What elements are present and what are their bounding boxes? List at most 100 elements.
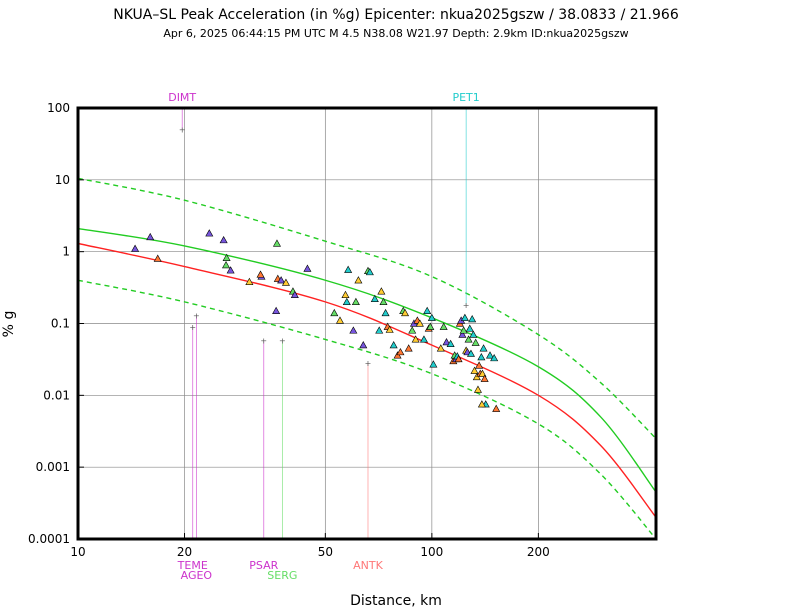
data-point bbox=[479, 344, 488, 352]
data-point bbox=[485, 351, 495, 359]
data-point bbox=[281, 278, 290, 286]
station-marker: + bbox=[365, 359, 372, 368]
data-point bbox=[429, 360, 438, 368]
data-points bbox=[131, 229, 501, 412]
data-point bbox=[205, 229, 214, 237]
data-point bbox=[375, 326, 384, 334]
data-point bbox=[446, 339, 455, 348]
data-point bbox=[379, 297, 388, 305]
data-point bbox=[442, 338, 451, 346]
chart-subtitle: Apr 6, 2025 06:44:15 PM UTC M 4.5 N38.08… bbox=[163, 27, 628, 40]
station-marker: + bbox=[279, 336, 286, 345]
data-point bbox=[344, 265, 353, 273]
data-point bbox=[469, 330, 478, 338]
data-point bbox=[389, 341, 398, 349]
data-point bbox=[478, 369, 487, 377]
data-point bbox=[354, 276, 363, 284]
curve-regression bbox=[78, 242, 656, 518]
data-point bbox=[470, 366, 479, 374]
station-label: SERG bbox=[267, 569, 297, 582]
curve-median-minus bbox=[78, 279, 656, 539]
data-point bbox=[454, 354, 463, 363]
y-tick-label: 1 bbox=[62, 245, 70, 259]
station-marker: + bbox=[179, 126, 186, 135]
station-label: PET1 bbox=[452, 91, 479, 104]
data-point bbox=[359, 341, 368, 349]
x-tick-label: 100 bbox=[420, 545, 443, 559]
data-point bbox=[272, 239, 281, 247]
data-point bbox=[404, 344, 413, 352]
x-tick-label: 20 bbox=[177, 545, 192, 559]
station-label: DIMT bbox=[168, 91, 196, 104]
data-point bbox=[473, 385, 482, 393]
data-point bbox=[381, 308, 390, 317]
data-point bbox=[385, 325, 394, 333]
data-point bbox=[460, 313, 469, 321]
x-tick-label: 200 bbox=[527, 545, 550, 559]
data-point bbox=[464, 335, 473, 343]
data-point bbox=[436, 344, 445, 352]
data-point bbox=[146, 232, 155, 241]
data-point bbox=[219, 235, 228, 244]
data-point bbox=[466, 349, 475, 357]
data-point bbox=[415, 319, 424, 327]
data-point bbox=[365, 267, 374, 276]
station-marker: + bbox=[189, 323, 196, 332]
data-point bbox=[480, 374, 489, 382]
data-point bbox=[303, 264, 312, 272]
y-axis-label: % g bbox=[1, 311, 17, 338]
y-tick-label: 10 bbox=[55, 173, 70, 187]
station-marker: + bbox=[193, 311, 200, 320]
data-point bbox=[411, 335, 420, 343]
data-point bbox=[272, 306, 281, 314]
axis-ticks: 10 20 50 100 200 100 10 1 0.1 0.01 0.001 0.0001 bbox=[28, 101, 550, 559]
data-point bbox=[256, 270, 265, 278]
data-point bbox=[335, 316, 344, 324]
chart-title: NKUA–SL Peak Acceleration (in %g) Epicen… bbox=[113, 7, 679, 23]
data-point bbox=[277, 276, 286, 284]
data-point bbox=[401, 308, 410, 317]
x-tick-label: 10 bbox=[70, 545, 85, 559]
data-point bbox=[465, 324, 474, 332]
data-point bbox=[153, 254, 162, 262]
y-tick-label: 0.001 bbox=[36, 460, 70, 474]
data-point bbox=[131, 244, 140, 252]
data-point bbox=[226, 266, 235, 274]
data-point bbox=[477, 400, 486, 408]
plot-frame bbox=[76, 106, 658, 541]
data-point bbox=[439, 322, 448, 330]
data-point bbox=[341, 290, 350, 299]
data-point bbox=[468, 315, 477, 323]
data-point bbox=[342, 297, 351, 305]
data-point bbox=[492, 404, 501, 412]
data-point bbox=[370, 294, 379, 303]
grid bbox=[78, 108, 656, 539]
data-point bbox=[459, 326, 468, 334]
data-point bbox=[222, 253, 231, 261]
station-label: PSAR bbox=[249, 559, 278, 572]
data-point bbox=[408, 326, 417, 334]
data-point bbox=[458, 330, 467, 338]
y-tick-label: 0.1 bbox=[51, 317, 70, 331]
data-point bbox=[490, 353, 499, 362]
data-point bbox=[426, 322, 435, 330]
data-point bbox=[330, 308, 339, 317]
data-point bbox=[396, 347, 405, 356]
data-point bbox=[419, 335, 428, 343]
x-tick-label: 50 bbox=[318, 545, 333, 559]
y-tick-label: 0.0001 bbox=[28, 532, 70, 546]
data-point bbox=[377, 287, 386, 295]
data-point bbox=[290, 290, 299, 299]
station-lines: + + + + + + + bbox=[179, 108, 470, 539]
data-point bbox=[471, 338, 480, 346]
data-point bbox=[423, 306, 432, 314]
x-axis-label: Distance, km bbox=[350, 593, 442, 609]
data-point bbox=[222, 260, 231, 269]
data-point bbox=[475, 361, 484, 369]
data-point bbox=[349, 326, 358, 334]
y-tick-label: 100 bbox=[47, 101, 70, 115]
station-marker: + bbox=[463, 301, 470, 310]
station-label: TEME bbox=[177, 559, 208, 572]
